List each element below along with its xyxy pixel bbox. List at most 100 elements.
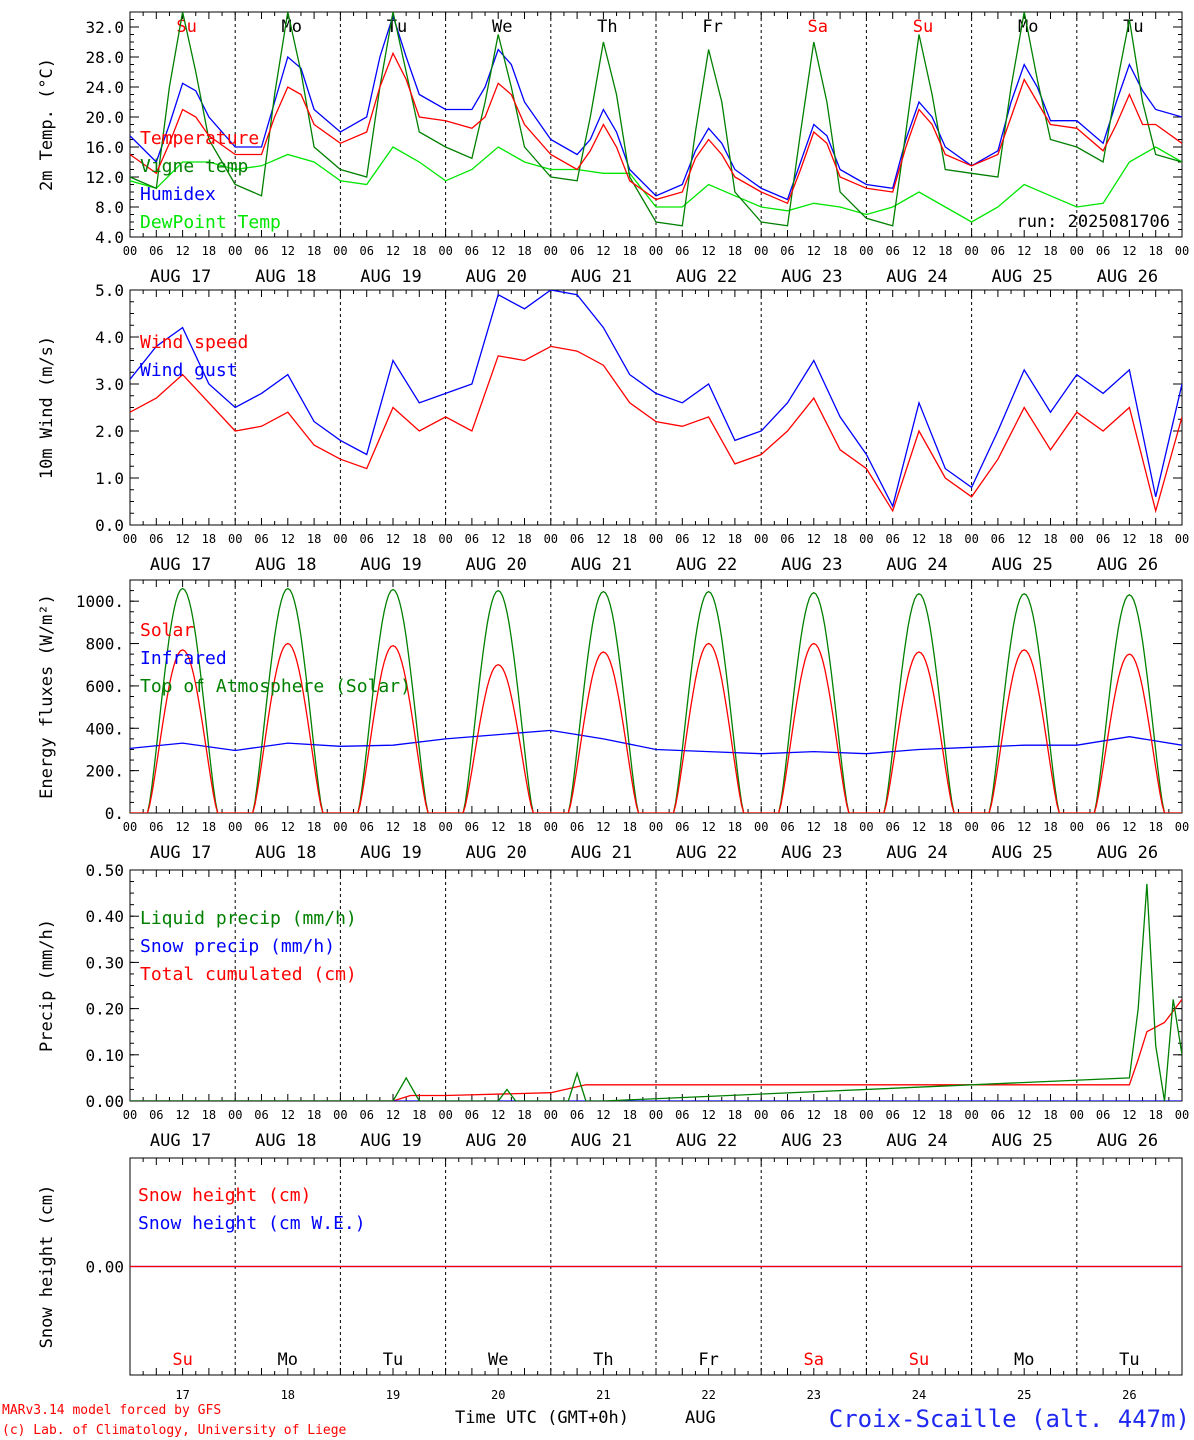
y-tick-label: 4.0 <box>95 328 124 347</box>
x-hour-label: 12 <box>1017 820 1031 834</box>
weekday-label: Su <box>913 17 933 37</box>
x-hour-label: 12 <box>807 1108 821 1122</box>
y-tick-label: 8.0 <box>95 198 124 217</box>
x-hour-label: 12 <box>491 532 505 546</box>
y-tick-label: 1000. <box>76 592 124 611</box>
x-hour-label: 06 <box>780 1108 794 1122</box>
x-hour-label: 00 <box>859 820 873 834</box>
x-hour-label: 06 <box>254 244 268 258</box>
x-hour-label: 06 <box>885 820 899 834</box>
legend-entry: Humidex <box>140 184 216 205</box>
y-axis-label: Precip (mm/h) <box>37 919 57 1052</box>
weekday-label: Fr <box>702 17 722 37</box>
x-date-label: AUG 23 <box>781 1131 842 1151</box>
x-hour-label: 12 <box>1122 820 1136 834</box>
x-date-label: AUG 18 <box>255 267 316 287</box>
weekday-label: Tu <box>383 1350 403 1370</box>
x-hour-label: 12 <box>491 820 505 834</box>
x-hour-label: 06 <box>359 244 373 258</box>
day-number-label: 17 <box>175 1388 189 1402</box>
legend-entry: Wind speed <box>140 332 248 353</box>
x-hour-label: 18 <box>307 820 321 834</box>
y-axis-label: Snow height (cm) <box>37 1185 57 1349</box>
x-hour-label: 12 <box>1122 244 1136 258</box>
x-hour-label: 00 <box>123 244 137 258</box>
x-hour-label: 18 <box>202 532 216 546</box>
x-date-label: AUG 23 <box>781 267 842 287</box>
x-hour-label: 06 <box>570 532 584 546</box>
x-hour-label: 12 <box>491 1108 505 1122</box>
x-hour-label: 12 <box>1017 532 1031 546</box>
y-tick-label: 800. <box>85 635 124 654</box>
x-hour-label: 18 <box>622 532 636 546</box>
time-axis-label: Time UTC (GMT+0h) <box>455 1408 629 1428</box>
x-hour-label: 18 <box>728 820 742 834</box>
x-date-label: AUG 26 <box>1097 843 1158 863</box>
y-tick-label: 3.0 <box>95 375 124 394</box>
x-date-label: AUG 22 <box>676 843 737 863</box>
x-hour-label: 00 <box>964 532 978 546</box>
series-line-solar <box>130 642 1182 813</box>
model-credit: MARv3.14 model forced by GFS <box>2 1403 221 1418</box>
x-hour-label: 12 <box>807 532 821 546</box>
copyright-credit: (c) Lab. of Climatology, University of L… <box>2 1423 347 1438</box>
x-hour-label: 06 <box>149 820 163 834</box>
x-hour-label: 18 <box>833 820 847 834</box>
x-hour-label: 00 <box>859 532 873 546</box>
x-hour-label: 00 <box>859 244 873 258</box>
x-hour-label: 06 <box>465 820 479 834</box>
x-date-label: AUG 20 <box>465 1131 526 1151</box>
x-hour-label: 12 <box>281 532 295 546</box>
x-date-label: AUG 24 <box>886 267 947 287</box>
y-tick-label: 0.30 <box>85 953 124 972</box>
x-hour-label: 18 <box>938 1108 952 1122</box>
y-tick-label: 0.50 <box>85 861 124 880</box>
x-hour-label: 00 <box>964 820 978 834</box>
x-hour-label: 00 <box>649 532 663 546</box>
y-tick-label: 1.0 <box>95 469 124 488</box>
weekday-label: Su <box>172 1350 192 1370</box>
x-hour-label: 06 <box>149 244 163 258</box>
weekday-label: Su <box>909 1350 929 1370</box>
y-tick-label: 600. <box>85 677 124 696</box>
day-number-label: 22 <box>701 1388 715 1402</box>
x-hour-label: 18 <box>307 1108 321 1122</box>
weekday-label: Th <box>593 1350 613 1370</box>
legend-entry: Total cumulated (cm) <box>140 964 357 985</box>
x-hour-label: 18 <box>202 244 216 258</box>
day-number-label: 26 <box>1122 1388 1136 1402</box>
x-hour-label: 18 <box>1043 1108 1057 1122</box>
x-hour-label: 06 <box>359 532 373 546</box>
series-line-wind-speed <box>130 345 1182 514</box>
x-hour-label: 18 <box>1148 532 1162 546</box>
x-date-label: AUG 17 <box>150 1131 211 1151</box>
x-hour-label: 18 <box>202 820 216 834</box>
x-hour-label: 12 <box>491 244 505 258</box>
x-hour-label: 18 <box>517 1108 531 1122</box>
x-date-label: AUG 24 <box>886 555 947 575</box>
x-hour-label: 06 <box>885 1108 899 1122</box>
month-label: AUG <box>685 1408 716 1428</box>
chart-panel-2: 5.0 4.0 3.0 2.0 1.0 0.0 10m Wind (m/s) 00 06 12 18… <box>37 281 1189 575</box>
x-hour-label: 00 <box>859 1108 873 1122</box>
x-hour-label: 12 <box>386 1108 400 1122</box>
x-date-label: AUG 19 <box>360 1131 421 1151</box>
x-hour-label: 18 <box>622 820 636 834</box>
x-hour-label: 12 <box>175 244 189 258</box>
x-hour-label: 00 <box>228 1108 242 1122</box>
x-hour-label: 06 <box>570 820 584 834</box>
legend-entry: DewPoint Temp <box>140 212 281 233</box>
x-hour-label: 18 <box>938 244 952 258</box>
meteogram-panels: 32.0 28.0 24.0 20.0 16.0 12.0 8.0 4.0 2m Temp. (… <box>37 11 1189 1402</box>
x-hour-label: 06 <box>780 820 794 834</box>
x-date-label: AUG 26 <box>1097 555 1158 575</box>
x-hour-label: 12 <box>912 244 926 258</box>
x-hour-label: 00 <box>754 1108 768 1122</box>
x-date-label: AUG 20 <box>465 555 526 575</box>
x-date-label: AUG 22 <box>676 1131 737 1151</box>
x-date-label: AUG 26 <box>1097 1131 1158 1151</box>
legend-entry: Wind gust <box>140 360 238 381</box>
x-hour-label: 00 <box>228 532 242 546</box>
chart-panel-3: 1000. 800. 600. 400. 200. 0. Energy fluxes (W/… <box>37 579 1189 863</box>
legend-entry: Vigne temp <box>140 156 248 177</box>
